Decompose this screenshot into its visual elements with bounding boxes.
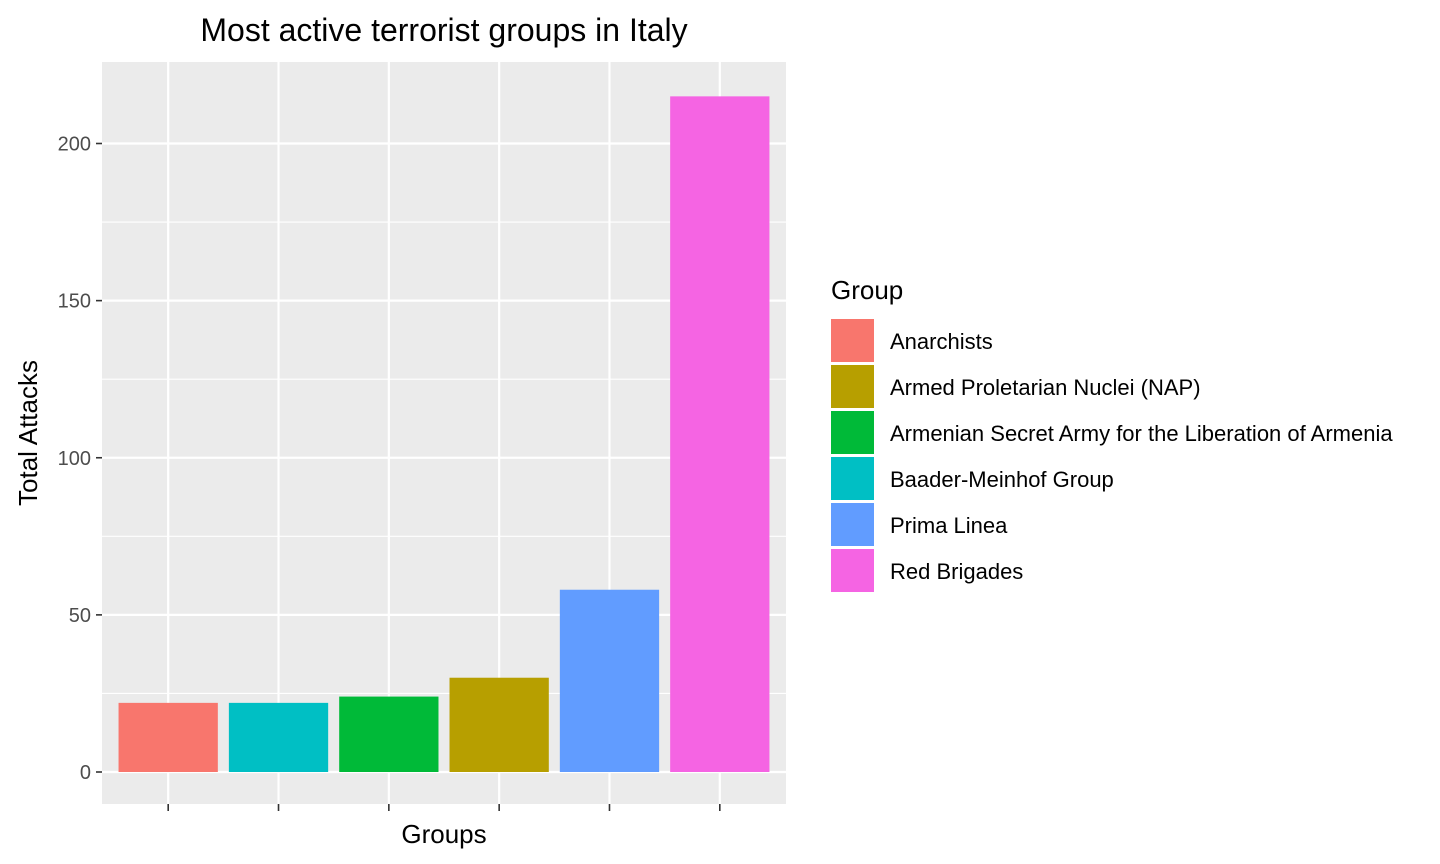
legend-swatch [831,549,874,592]
legend-label: Red Brigades [890,559,1023,584]
legend-swatch [831,457,874,500]
bar [339,696,439,772]
legend-swatch [831,365,874,408]
y-tick-label: 100 [58,448,91,470]
legend-label: Anarchists [890,329,993,354]
y-tick-label: 50 [69,605,91,627]
legend-swatch [831,503,874,546]
y-axis-title: Total Attacks [13,360,43,506]
bars [118,96,770,773]
chart-title: Most active terrorist groups in Italy [200,12,687,48]
legend-swatch [831,319,874,362]
bar [228,702,329,772]
y-axis: 0 50 100 150 200 [58,134,102,784]
legend-label: Armenian Secret Army for the Liberation … [890,421,1393,446]
y-tick-label: 0 [80,762,91,784]
x-axis [167,804,721,811]
legend: Group Anarchists Armed Proletarian Nuclei… [831,275,1393,592]
legend-label: Baader-Meinhof Group [890,467,1114,492]
legend-title: Group [831,275,903,305]
bar [118,702,218,772]
bar [449,677,549,772]
legend-label: Prima Linea [890,513,1008,538]
bar [670,96,770,773]
bar [559,589,660,772]
y-tick-label: 200 [58,134,91,156]
legend-label: Armed Proletarian Nuclei (NAP) [890,375,1201,400]
y-tick-label: 150 [58,291,91,313]
legend-swatch [831,411,874,454]
x-axis-title: Groups [401,819,486,849]
